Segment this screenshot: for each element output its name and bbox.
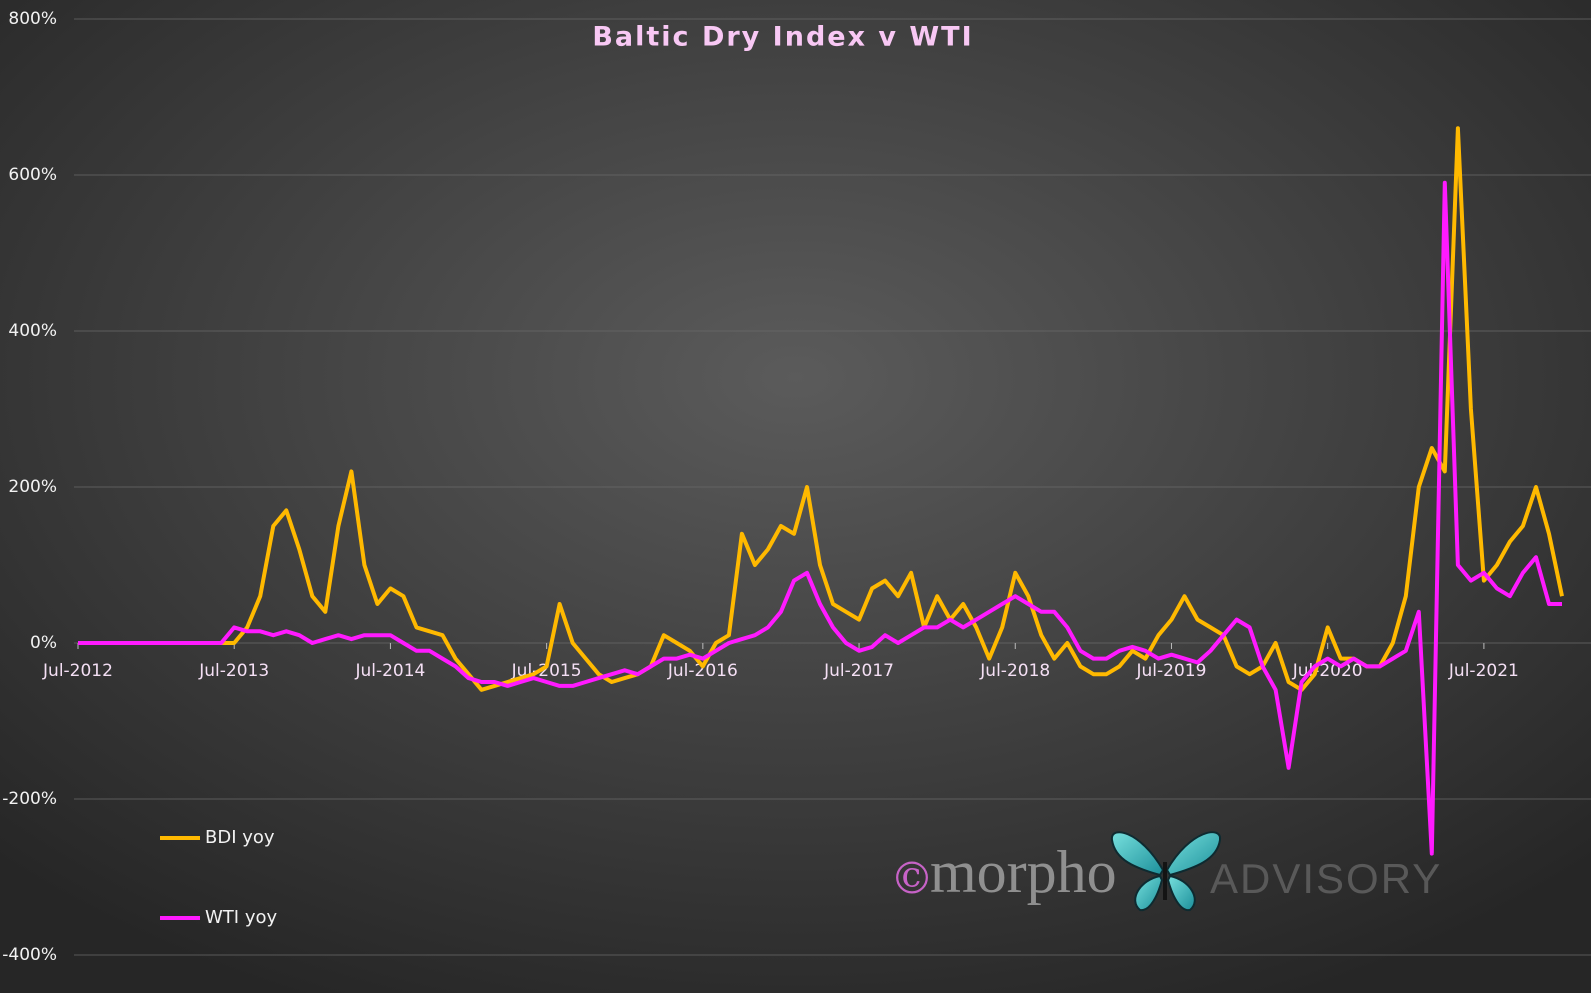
y-tick-label: 600%: [8, 165, 57, 185]
legend-label: WTI yoy: [205, 907, 277, 928]
watermark: © morpho ADVISORY: [890, 831, 1442, 912]
watermark-advisory: ADVISORY: [1210, 855, 1442, 902]
y-tick-label: -200%: [2, 789, 57, 809]
x-tick-label: Jul-2014: [354, 661, 425, 681]
watermark-name: morpho: [930, 839, 1117, 905]
y-tick-label: 800%: [8, 9, 57, 29]
x-tick-label: Jul-2017: [823, 661, 894, 681]
x-tick-label: Jul-2012: [42, 661, 113, 681]
y-tick-label: 400%: [8, 321, 57, 341]
x-tick-label: Jul-2018: [979, 661, 1050, 681]
grid: [74, 18, 1591, 956]
watermark-symbol: ©: [890, 854, 934, 905]
chart-title: Baltic Dry Index v WTI: [592, 22, 973, 53]
butterfly-icon: [1110, 831, 1222, 912]
legend-label: BDI yoy: [205, 827, 275, 848]
y-tick-label: -400%: [2, 945, 57, 965]
y-tick-label: 200%: [8, 477, 57, 497]
series-line: [78, 180, 1562, 856]
series-line: [78, 126, 1564, 692]
x-tick-label: Jul-2016: [667, 661, 738, 681]
x-tick-label: Jul-2013: [198, 661, 269, 681]
x-tick-label: Jul-2021: [1448, 661, 1519, 681]
y-tick-label: 0%: [30, 633, 57, 653]
x-tick-label: Jul-2019: [1136, 661, 1207, 681]
